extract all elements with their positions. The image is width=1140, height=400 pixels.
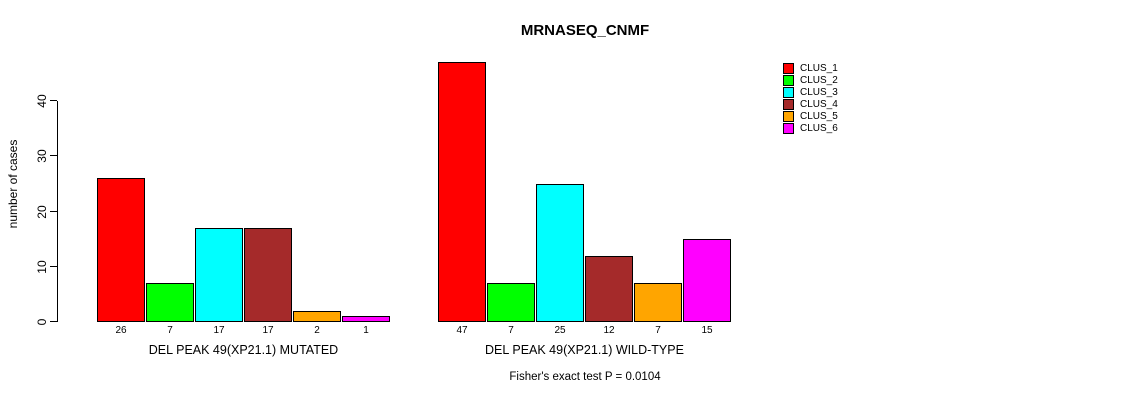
y-tick-mark	[50, 266, 57, 267]
bar-clus_5	[293, 311, 341, 322]
bar-clus_2	[487, 283, 535, 322]
legend-label: CLUS_4	[800, 99, 838, 110]
legend-label: CLUS_1	[800, 63, 838, 74]
y-tick-label: 20	[35, 205, 49, 219]
legend-item-clus_4: CLUS_4	[783, 99, 838, 110]
bar-value-label: 2	[314, 325, 320, 336]
y-tick-label: 10	[35, 260, 49, 274]
legend-swatch-icon	[783, 123, 794, 134]
legend-swatch-icon	[783, 111, 794, 122]
bar-clus_5	[634, 283, 682, 322]
y-tick-label: 0	[35, 318, 49, 326]
bar-value-label: 15	[701, 325, 713, 336]
bar-clus_1	[438, 62, 486, 322]
bar-value-label: 47	[456, 325, 468, 336]
bar-clus_2	[146, 283, 194, 322]
legend-swatch-icon	[783, 63, 794, 74]
y-tick-label: 40	[35, 94, 49, 108]
legend: CLUS_1 CLUS_2 CLUS_3 CLUS_4 CLUS_5 CLUS_6	[783, 63, 838, 135]
bar-clus_6	[683, 239, 731, 322]
legend-label: CLUS_6	[800, 123, 838, 134]
bar-value-label: 7	[167, 325, 173, 336]
legend-swatch-icon	[783, 75, 794, 86]
y-tick-label: 30	[35, 149, 49, 163]
bar-value-label: 12	[603, 325, 615, 336]
footnote: Fisher's exact test P = 0.0104	[509, 371, 661, 383]
bar-clus_4	[244, 228, 292, 322]
x-group-label: DEL PEAK 49(XP21.1) WILD-TYPE	[485, 343, 684, 357]
bar-clus_6	[342, 316, 390, 322]
legend-item-clus_2: CLUS_2	[783, 75, 838, 86]
legend-swatch-icon	[783, 99, 794, 110]
y-tick-mark	[50, 100, 57, 101]
legend-label: CLUS_2	[800, 75, 838, 86]
legend-item-clus_6: CLUS_6	[783, 123, 838, 134]
bar-value-label: 17	[213, 325, 225, 336]
bar-value-label: 7	[508, 325, 514, 336]
y-axis-label: number of cases	[6, 139, 20, 229]
y-axis-line	[57, 101, 58, 322]
x-group-label: DEL PEAK 49(XP21.1) MUTATED	[148, 343, 339, 357]
bar-value-label: 17	[262, 325, 274, 336]
y-tick-mark	[50, 211, 57, 212]
bar-value-label: 26	[115, 325, 127, 336]
bar-value-label: 1	[363, 325, 369, 336]
bar-clus_3	[536, 184, 584, 322]
bar-value-label: 7	[655, 325, 661, 336]
bar-value-label: 25	[554, 325, 566, 336]
bar-clus_4	[585, 256, 633, 322]
legend-swatch-icon	[783, 87, 794, 98]
legend-label: CLUS_3	[800, 87, 838, 98]
y-tick-mark	[50, 155, 57, 156]
y-tick-mark	[50, 321, 57, 322]
legend-item-clus_1: CLUS_1	[783, 63, 838, 74]
chart-title: MRNASEQ_CNMF	[520, 22, 650, 39]
legend-item-clus_3: CLUS_3	[783, 87, 838, 98]
bar-clus_1	[97, 178, 145, 322]
bar-clus_3	[195, 228, 243, 322]
legend-label: CLUS_5	[800, 111, 838, 122]
legend-item-clus_5: CLUS_5	[783, 111, 838, 122]
